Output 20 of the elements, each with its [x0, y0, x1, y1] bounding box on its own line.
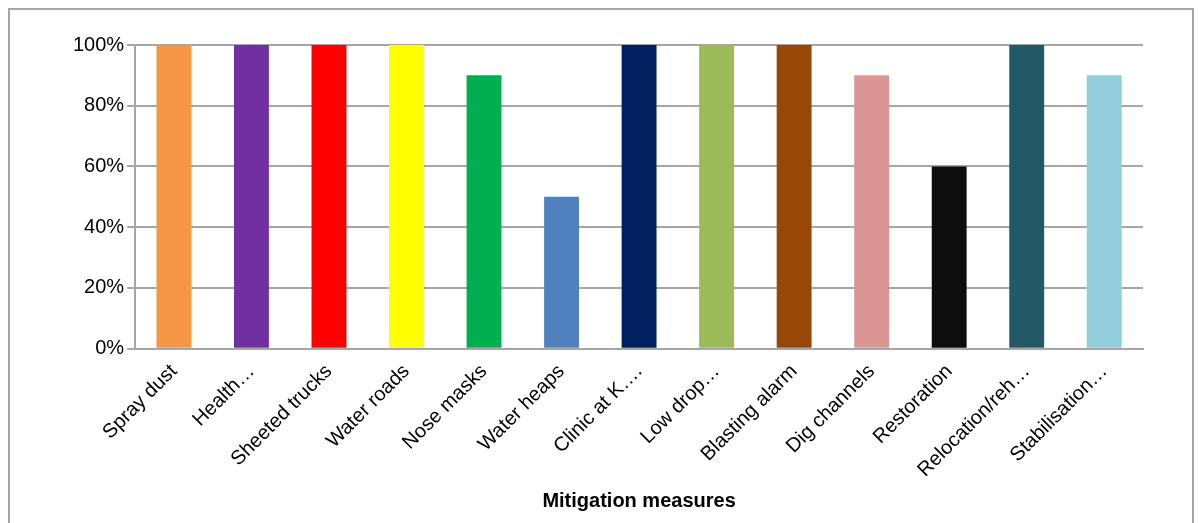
y-tick-label: 100% [73, 32, 125, 55]
bar [1086, 75, 1122, 348]
bar [544, 196, 579, 348]
bar [776, 45, 812, 348]
y-tick-label: 0% [95, 336, 125, 359]
y-tick-label: 60% [84, 153, 125, 176]
bar [234, 45, 269, 348]
bar [389, 45, 424, 348]
y-tick-label: 40% [84, 214, 125, 237]
bar [931, 166, 967, 348]
bar [854, 75, 890, 348]
bar [621, 45, 657, 348]
x-axis-title: Mitigation measures [542, 488, 736, 511]
bar [156, 45, 192, 348]
bar [466, 75, 502, 348]
y-tick-label: 80% [84, 93, 125, 116]
bar [311, 45, 347, 348]
bar [699, 45, 735, 348]
y-tick-label: 20% [84, 275, 125, 298]
bar [1009, 45, 1045, 348]
